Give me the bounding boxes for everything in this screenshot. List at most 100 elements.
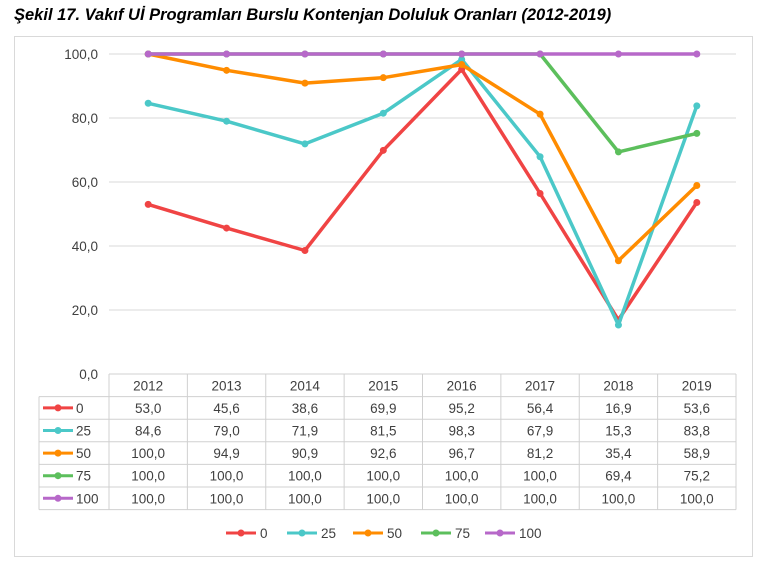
data-point <box>614 321 622 329</box>
table-cell-value: 90,9 <box>292 446 318 461</box>
data-point <box>379 146 387 154</box>
table-cell-value: 15,3 <box>605 424 631 439</box>
table-cell-value: 100,0 <box>131 446 165 461</box>
table-cell-value: 81,2 <box>527 446 553 461</box>
data-point <box>536 190 544 198</box>
table-cell-value: 95,2 <box>449 401 475 416</box>
data-point <box>458 61 466 69</box>
table-legend-marker <box>54 449 62 457</box>
chart-frame <box>14 36 753 557</box>
data-point <box>693 182 701 190</box>
table-cell-value: 100,0 <box>680 491 714 506</box>
table-cell-value: 100,0 <box>210 469 244 484</box>
table-cell-value: 35,4 <box>605 446 632 461</box>
table-series-label: 0 <box>76 401 84 416</box>
series-line-25 <box>146 57 699 327</box>
data-point <box>223 117 231 125</box>
table-cell-value: 84,6 <box>135 424 161 439</box>
table-series-label: 75 <box>76 469 91 484</box>
data-point <box>536 153 544 161</box>
data-point <box>223 66 231 74</box>
x-tick-label: 2018 <box>603 378 633 393</box>
chart-title: Şekil 17. Vakıf Uİ Programları Burslu Ko… <box>14 6 612 24</box>
table-legend-marker <box>54 427 62 434</box>
table-cell-value: 71,9 <box>292 424 318 439</box>
data-point <box>458 55 466 63</box>
series-line-50 <box>146 52 699 263</box>
data-point <box>223 50 231 58</box>
x-tick-label: 2017 <box>525 378 555 393</box>
legend-label: 100 <box>519 526 542 541</box>
table-cell-value: 100,0 <box>366 491 400 506</box>
legend-label: 50 <box>387 526 402 541</box>
table-cell-value: 96,7 <box>449 446 475 461</box>
legend-marker <box>496 529 504 537</box>
table-cell-value: 100,0 <box>445 469 479 484</box>
table-cell-value: 53,6 <box>684 401 710 416</box>
data-point <box>301 50 309 58</box>
table-cell-value: 38,6 <box>292 401 318 416</box>
data-point <box>614 257 622 265</box>
table-cell-value: 75,2 <box>684 469 710 484</box>
data-point <box>693 198 701 206</box>
data-point <box>693 50 701 58</box>
data-point <box>693 129 701 137</box>
table-cell-value: 58,9 <box>684 446 710 461</box>
table-cell-value: 98,3 <box>449 424 475 439</box>
data-point <box>536 110 544 118</box>
table-legend-marker <box>54 472 62 480</box>
legend-marker <box>298 529 306 537</box>
table-series-label: 100 <box>76 491 99 506</box>
x-tick-label: 2019 <box>682 378 712 393</box>
data-point <box>144 50 152 58</box>
table-series-label: 25 <box>76 424 91 439</box>
data-point <box>301 246 309 254</box>
table-cell-value: 100,0 <box>523 469 557 484</box>
table-cell-value: 16,9 <box>605 401 631 416</box>
data-point <box>301 140 309 148</box>
x-tick-label: 2014 <box>290 378 321 393</box>
data-point <box>614 148 622 156</box>
table-cell-value: 92,6 <box>370 446 396 461</box>
legend-label: 75 <box>455 526 470 541</box>
data-point <box>144 200 152 208</box>
table-cell-value: 94,9 <box>213 446 239 461</box>
legend-marker <box>432 529 440 537</box>
table-cell-value: 100,0 <box>288 469 322 484</box>
table-cell-value: 100,0 <box>288 491 322 506</box>
table-cell-value: 100,0 <box>523 491 557 506</box>
table-cell-value: 45,6 <box>213 401 239 416</box>
series-line-0 <box>146 67 699 322</box>
table-series-label: 50 <box>76 446 91 461</box>
table-legend-marker <box>54 494 62 502</box>
data-point <box>458 50 466 58</box>
table-cell-value: 100,0 <box>210 491 244 506</box>
table-cell-value: 69,4 <box>605 469 632 484</box>
table-cell-value: 53,0 <box>135 401 161 416</box>
data-point <box>693 102 701 110</box>
x-tick-label: 2015 <box>368 378 398 393</box>
legend-label: 0 <box>260 526 268 541</box>
data-point <box>223 224 231 232</box>
x-tick-label: 2012 <box>133 378 163 393</box>
legend-label: 25 <box>321 526 336 541</box>
table-cell-value: 100,0 <box>366 469 400 484</box>
y-tick-label: 40,0 <box>72 239 98 254</box>
legend-marker <box>364 529 372 537</box>
table-cell-value: 56,4 <box>527 401 554 416</box>
table-cell-value: 81,5 <box>370 424 396 439</box>
y-tick-label: 60,0 <box>72 175 98 190</box>
table-cell-value: 100,0 <box>445 491 479 506</box>
data-point <box>379 109 387 117</box>
table-legend-marker <box>54 404 62 412</box>
table-cell-value: 100,0 <box>131 469 165 484</box>
table-cell-value: 100,0 <box>602 491 636 506</box>
table-cell-value: 69,9 <box>370 401 396 416</box>
table-cell-value: 79,0 <box>213 424 239 439</box>
legend-marker <box>237 529 245 537</box>
y-tick-label: 0,0 <box>79 367 98 382</box>
table-cell-value: 100,0 <box>131 491 165 506</box>
table-cell-value: 67,9 <box>527 424 553 439</box>
table-cell-value: 83,8 <box>684 424 710 439</box>
